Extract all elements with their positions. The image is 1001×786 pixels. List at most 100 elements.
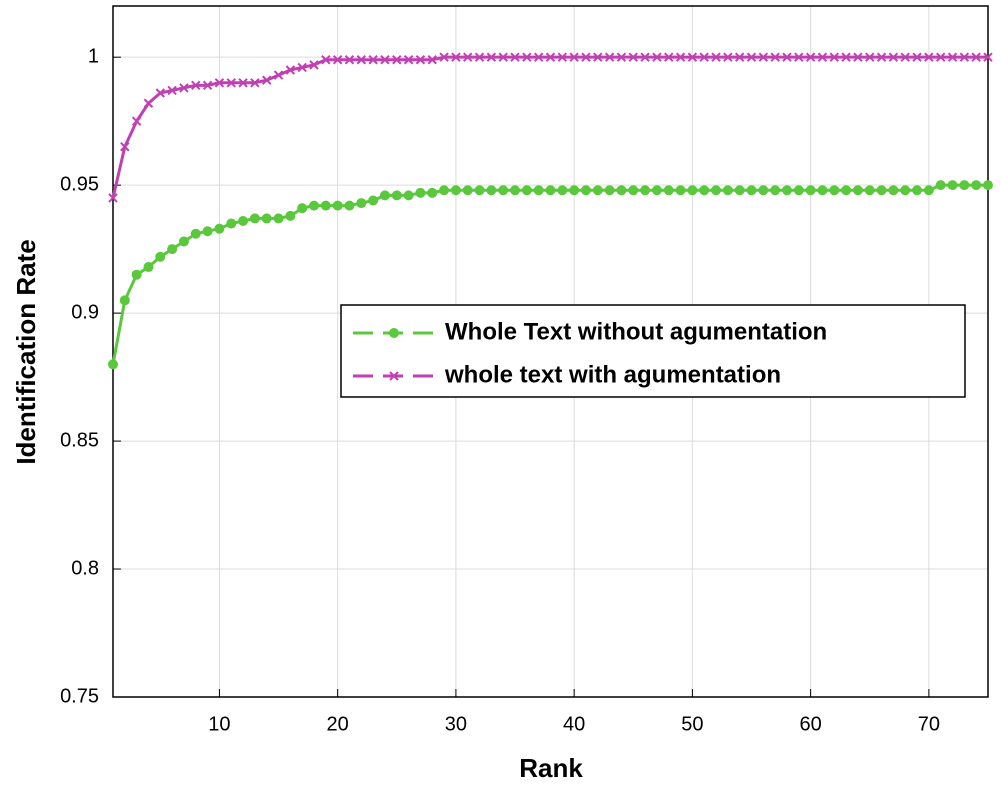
marker <box>463 52 473 62</box>
legend-box <box>340 304 966 398</box>
marker <box>131 116 142 126</box>
y-tick-label: 0.95 <box>60 173 99 195</box>
marker <box>226 218 237 229</box>
marker <box>379 190 390 201</box>
marker <box>959 52 970 62</box>
marker <box>403 190 414 201</box>
marker <box>309 60 319 70</box>
marker <box>722 185 733 196</box>
marker <box>510 185 521 196</box>
marker <box>261 213 272 224</box>
marker <box>640 185 651 196</box>
marker <box>947 180 958 191</box>
marker <box>805 185 816 196</box>
y-axis-label: Identification Rate <box>11 239 41 464</box>
marker <box>190 228 201 239</box>
marker <box>214 78 225 88</box>
marker <box>450 185 461 196</box>
marker <box>285 210 296 221</box>
marker <box>628 52 638 62</box>
marker <box>758 52 769 62</box>
marker <box>793 185 804 196</box>
marker <box>451 52 461 62</box>
marker <box>675 52 686 62</box>
marker <box>829 185 840 196</box>
marker <box>770 185 781 196</box>
marker <box>344 200 355 211</box>
marker <box>439 52 449 62</box>
marker <box>651 185 662 196</box>
marker <box>699 185 710 196</box>
y-tick-label: 1 <box>88 45 99 67</box>
marker <box>249 213 260 224</box>
y-tick-label: 0.75 <box>60 685 99 707</box>
marker <box>829 52 839 62</box>
marker <box>238 78 248 88</box>
legend-label: whole text with agumentation <box>444 361 781 388</box>
marker <box>853 52 863 62</box>
marker <box>923 185 934 196</box>
marker <box>226 78 236 88</box>
marker <box>888 185 899 196</box>
marker <box>285 65 296 75</box>
marker <box>711 52 721 62</box>
marker <box>427 55 437 65</box>
marker <box>569 52 579 62</box>
marker <box>155 88 166 98</box>
marker <box>486 185 497 196</box>
marker <box>876 52 887 62</box>
marker <box>297 62 307 73</box>
marker <box>888 52 899 62</box>
marker <box>356 198 367 209</box>
marker <box>865 52 875 62</box>
marker <box>143 98 154 108</box>
marker <box>711 185 722 196</box>
marker <box>120 142 130 152</box>
marker <box>581 52 591 62</box>
marker <box>262 75 272 85</box>
marker <box>545 185 556 196</box>
marker <box>569 185 580 196</box>
legend: Whole Text without agumentation whole tex… <box>340 304 966 398</box>
marker <box>415 187 426 198</box>
marker <box>179 83 189 93</box>
marker <box>214 223 225 234</box>
marker <box>841 52 851 62</box>
x-tick-label: 50 <box>681 713 703 735</box>
marker <box>191 80 201 91</box>
marker <box>723 52 733 62</box>
marker <box>392 55 402 65</box>
marker <box>628 185 639 196</box>
marker <box>592 185 603 196</box>
marker <box>368 195 379 206</box>
y-tick-label: 0.8 <box>71 557 99 579</box>
marker <box>983 52 993 62</box>
marker <box>640 52 650 62</box>
marker <box>167 244 178 255</box>
marker <box>498 185 509 196</box>
marker <box>876 185 887 196</box>
marker <box>250 78 260 88</box>
marker <box>971 52 981 62</box>
marker <box>841 185 852 196</box>
x-tick-label: 30 <box>445 713 467 735</box>
marker <box>912 52 922 62</box>
marker <box>959 180 970 191</box>
marker <box>663 185 674 196</box>
marker <box>427 187 438 198</box>
marker <box>734 185 745 196</box>
x-tick-label: 70 <box>918 713 940 735</box>
y-tick-label: 0.85 <box>60 429 99 451</box>
marker <box>368 55 378 65</box>
marker <box>380 55 390 65</box>
marker <box>935 180 946 191</box>
marker <box>309 200 320 211</box>
marker <box>782 52 792 62</box>
marker <box>687 185 698 196</box>
marker <box>533 185 544 196</box>
marker <box>474 52 485 62</box>
y-tick-label: 0.9 <box>71 301 99 323</box>
marker <box>522 52 532 62</box>
marker <box>108 193 118 203</box>
